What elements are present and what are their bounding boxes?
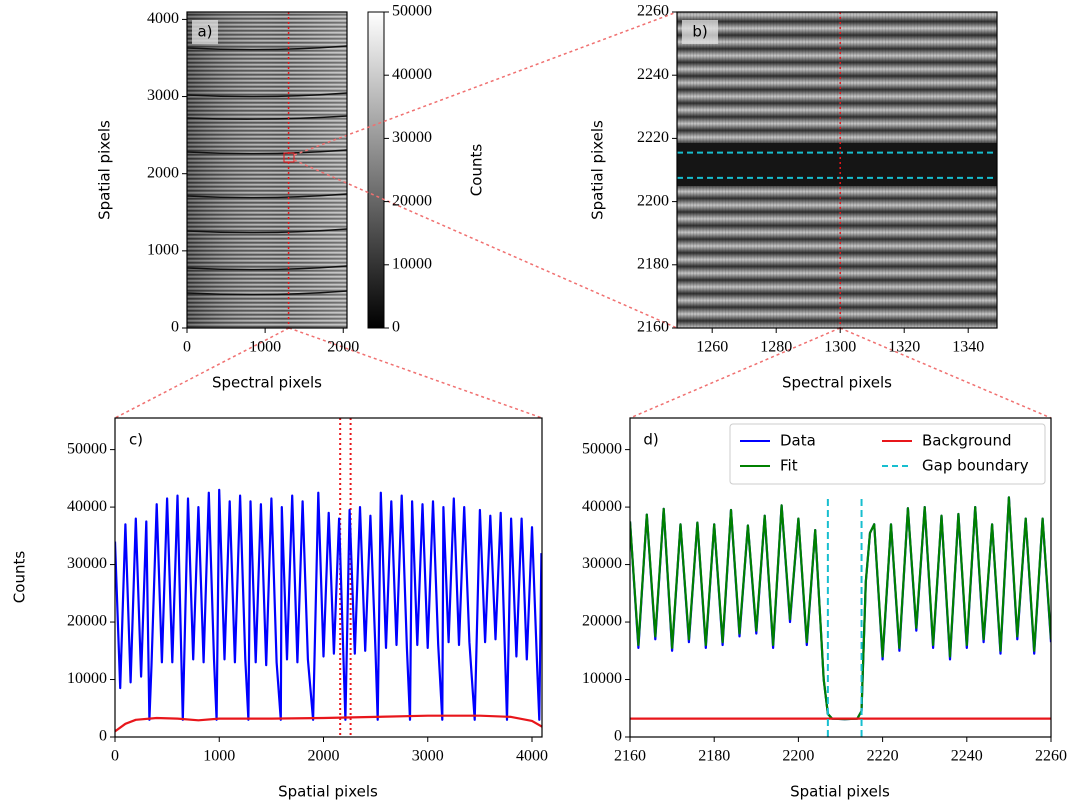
legend-label: Fit bbox=[780, 457, 798, 475]
plot-area bbox=[630, 496, 1051, 737]
y-tick-label: 2000 bbox=[147, 164, 179, 181]
colorbar-tick-label: 30000 bbox=[392, 129, 432, 146]
y-tick-label: 2220 bbox=[637, 129, 669, 146]
y-tick-label: 3000 bbox=[147, 87, 179, 104]
y-axis-label: Spatial pixels bbox=[96, 120, 114, 220]
y-tick-label: 0 bbox=[614, 728, 622, 745]
x-axis-label: Spectral pixels bbox=[212, 374, 322, 392]
x-tick-label: 4000 bbox=[516, 748, 548, 765]
colorbar-label: Counts bbox=[468, 144, 486, 197]
zoom-connectors bbox=[114, 11, 1052, 419]
y-axis-label: Spatial pixels bbox=[589, 120, 607, 220]
series-line bbox=[630, 496, 1051, 721]
y-tick-label: 1000 bbox=[147, 242, 179, 259]
series-line bbox=[115, 488, 542, 721]
x-tick-label: 1320 bbox=[888, 339, 920, 356]
x-tick-label: 2240 bbox=[951, 748, 983, 765]
y-axis-label: Counts bbox=[11, 551, 29, 604]
y-tick-label: 30000 bbox=[582, 555, 622, 572]
colorbar-tick-label: 0 bbox=[392, 319, 400, 336]
x-axis-label: Spatial pixels bbox=[790, 783, 890, 801]
axes-frame bbox=[114, 417, 543, 738]
legend-label: Background bbox=[922, 432, 1012, 450]
y-tick-label: 0 bbox=[171, 319, 179, 336]
x-tick-label: 1260 bbox=[696, 339, 728, 356]
y-tick-label: 10000 bbox=[582, 670, 622, 687]
x-tick-label: 2180 bbox=[698, 748, 730, 765]
axes-frame bbox=[629, 417, 1052, 738]
series-line bbox=[115, 714, 542, 733]
y-tick-label: 10000 bbox=[67, 670, 107, 687]
x-tick-label: 0 bbox=[111, 748, 119, 765]
y-tick-label: 2260 bbox=[637, 3, 669, 20]
y-tick-label: 2160 bbox=[637, 319, 669, 336]
x-tick-label: 3000 bbox=[412, 748, 444, 765]
colorbar-tick-label: 50000 bbox=[392, 3, 432, 20]
image-b bbox=[677, 12, 997, 328]
x-tick-label: 2000 bbox=[327, 339, 359, 356]
plot-area bbox=[677, 12, 997, 328]
y-tick-label: 2200 bbox=[637, 192, 669, 209]
panel-label: c) bbox=[129, 431, 143, 449]
legend-label: Data bbox=[780, 432, 816, 450]
colorbar bbox=[367, 11, 385, 329]
y-tick-label: 30000 bbox=[67, 555, 107, 572]
x-tick-label: 2260 bbox=[1035, 748, 1067, 765]
legend-box bbox=[729, 423, 1046, 485]
y-tick-label: 40000 bbox=[582, 498, 622, 515]
x-tick-label: 1000 bbox=[249, 339, 281, 356]
x-tick-label: 2000 bbox=[307, 748, 339, 765]
y-tick-label: 2240 bbox=[637, 66, 669, 83]
y-tick-label: 20000 bbox=[67, 613, 107, 630]
colorbar-tick-label: 20000 bbox=[392, 192, 432, 209]
plot-area bbox=[115, 418, 542, 737]
x-axis-label: Spatial pixels bbox=[278, 783, 378, 801]
x-tick-label: 1300 bbox=[824, 339, 856, 356]
x-tick-label: 2220 bbox=[867, 748, 899, 765]
y-tick-label: 50000 bbox=[67, 440, 107, 457]
y-tick-label: 50000 bbox=[582, 440, 622, 457]
x-tick-label: 2200 bbox=[782, 748, 814, 765]
colorbar-tick-label: 10000 bbox=[392, 255, 432, 272]
x-axis-label: Spectral pixels bbox=[782, 374, 892, 392]
y-tick-label: 20000 bbox=[582, 613, 622, 630]
legend-label: Gap boundary bbox=[922, 457, 1029, 475]
panel-label: a) bbox=[197, 23, 212, 41]
axes-frame bbox=[186, 11, 348, 329]
axes-frame bbox=[676, 11, 998, 329]
x-tick-label: 1000 bbox=[203, 748, 235, 765]
series-line bbox=[630, 496, 1051, 721]
x-tick-label: 0 bbox=[183, 339, 191, 356]
x-tick-label: 1340 bbox=[952, 339, 984, 356]
y-tick-label: 4000 bbox=[147, 10, 179, 27]
panel-label: b) bbox=[692, 23, 707, 41]
colorbar-tick-label: 40000 bbox=[392, 66, 432, 83]
x-tick-label: 2160 bbox=[614, 748, 646, 765]
panel-label: d) bbox=[643, 431, 658, 449]
image-a bbox=[186, 12, 348, 328]
x-tick-label: 1280 bbox=[760, 339, 792, 356]
y-tick-label: 40000 bbox=[67, 498, 107, 515]
y-tick-label: 0 bbox=[99, 728, 107, 745]
y-tick-label: 2180 bbox=[637, 255, 669, 272]
